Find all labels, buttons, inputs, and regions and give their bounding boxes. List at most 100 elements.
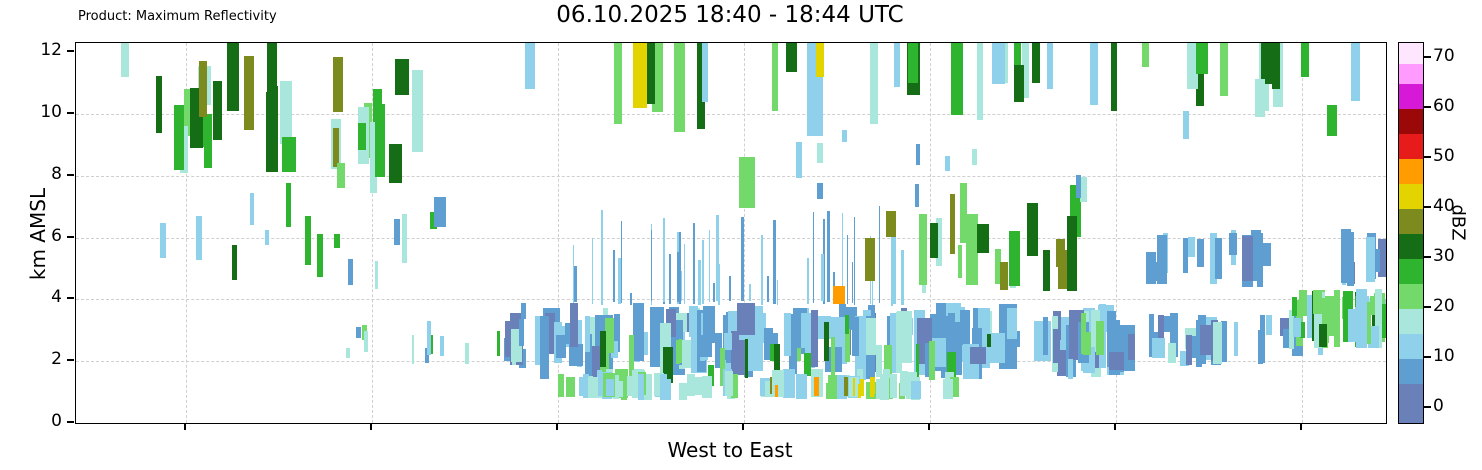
reflectivity-cell: [738, 157, 755, 209]
gridline-vertical: [744, 43, 745, 423]
reflectivity-cell: [681, 340, 691, 369]
reflectivity-cell: [679, 382, 688, 400]
reflectivity-cell: [977, 223, 990, 254]
reflectivity-cell: [637, 374, 644, 400]
reflectivity-cell: [880, 374, 890, 400]
reflectivity-cell: [1265, 315, 1272, 336]
y-tick-mark: [67, 421, 74, 423]
reflectivity-cell: [412, 69, 424, 152]
reflectivity-cell: [895, 311, 902, 374]
reflectivity-cell: [950, 43, 963, 115]
reflectivity-cell: [709, 229, 711, 302]
x-axis-label: West to East: [667, 438, 793, 462]
reflectivity-cell: [669, 307, 680, 371]
colorbar-segment: [1399, 333, 1423, 359]
reflectivity-cell: [683, 244, 685, 305]
reflectivity-cell: [621, 220, 623, 303]
colorbar-segment: [1399, 183, 1423, 209]
reflectivity-cell: [1375, 289, 1383, 348]
reflectivity-cell: [336, 163, 345, 189]
reflectivity-cell: [1008, 230, 1020, 287]
reflectivity-cell: [987, 333, 992, 348]
reflectivity-cell: [212, 80, 222, 140]
x-tick-mark: [370, 423, 372, 430]
reflectivity-cell: [412, 335, 415, 364]
reflectivity-cell: [633, 303, 645, 361]
reflectivity-cell: [1241, 236, 1253, 281]
y-tick-label: 0: [51, 411, 62, 431]
reflectivity-cell: [745, 338, 749, 378]
reflectivity-cell: [860, 379, 865, 397]
y-tick-label: 10: [40, 102, 62, 123]
reflectivity-cell: [195, 216, 202, 261]
reflectivity-cell: [427, 321, 432, 356]
reflectivity-cell: [1042, 317, 1048, 355]
reflectivity-cell: [429, 334, 434, 354]
x-tick-mark: [742, 423, 744, 430]
reflectivity-cell: [852, 317, 860, 356]
reflectivity-cell: [931, 337, 946, 368]
colorbar-tick-mark: [1424, 256, 1431, 258]
reflectivity-cell: [1195, 43, 1204, 106]
reflectivity-cell: [872, 376, 875, 394]
reflectivity-cell: [120, 43, 129, 77]
reflectivity-cell: [1289, 310, 1295, 349]
reflectivity-cell: [519, 319, 525, 346]
reflectivity-cell: [1187, 43, 1199, 89]
colorbar-segment: [1399, 63, 1423, 84]
reflectivity-cell: [901, 249, 905, 305]
reflectivity-cell: [916, 144, 921, 166]
reflectivity-cell: [612, 250, 615, 303]
reflectivity-cell: [535, 315, 541, 366]
reflectivity-cell: [558, 373, 564, 398]
reflectivity-cell: [857, 384, 861, 399]
reflectivity-cell: [348, 258, 354, 285]
reflectivity-cell: [957, 244, 962, 278]
reflectivity-cell: [652, 43, 664, 113]
reflectivity-cell: [1350, 43, 1360, 101]
product-label: Product: Maximum Reflectivity: [78, 9, 277, 24]
reflectivity-cell: [1057, 249, 1069, 289]
reflectivity-cell: [1307, 300, 1313, 318]
colorbar-tick-label: 10: [1433, 346, 1455, 366]
reflectivity-cell: [1067, 215, 1078, 292]
reflectivity-cell: [994, 249, 1001, 284]
reflectivity-cell: [697, 260, 701, 305]
reflectivity-cell: [1196, 239, 1204, 267]
x-tick-mark: [1300, 423, 1302, 430]
gridline-vertical: [372, 43, 373, 423]
reflectivity-cell: [689, 306, 699, 338]
reflectivity-cell: [525, 43, 536, 90]
reflectivity-cell: [775, 384, 779, 398]
reflectivity-cell: [355, 326, 361, 338]
reflectivity-cell: [855, 316, 867, 380]
colorbar: [1398, 42, 1424, 424]
reflectivity-cell: [282, 137, 297, 172]
reflectivity-cell: [820, 253, 824, 302]
reflectivity-cell: [429, 211, 437, 229]
reflectivity-cell: [1151, 338, 1165, 358]
reflectivity-cell: [465, 342, 470, 365]
reflectivity-cell: [770, 376, 773, 394]
reflectivity-cell: [369, 122, 377, 193]
reflectivity-cell: [826, 210, 830, 303]
reflectivity-cell: [250, 192, 255, 225]
y-tick-label: 8: [51, 163, 62, 184]
reflectivity-cell: [1255, 78, 1265, 118]
reflectivity-cell: [812, 212, 814, 303]
reflectivity-cell: [1233, 321, 1238, 357]
reflectivity-cell: [584, 334, 592, 378]
reflectivity-cell: [915, 183, 919, 207]
y-tick-mark: [67, 50, 74, 53]
reflectivity-cell: [1356, 289, 1368, 348]
reflectivity-cell: [712, 282, 715, 303]
reflectivity-cell: [1079, 177, 1087, 202]
reflectivity-cell: [1185, 334, 1192, 366]
gridline-vertical: [1116, 43, 1117, 423]
colorbar-segment: [1399, 133, 1423, 159]
reflectivity-cell: [663, 218, 666, 303]
reflectivity-cell: [1195, 43, 1208, 74]
reflectivity-cell: [1110, 318, 1116, 367]
plot-area: [75, 42, 1387, 424]
reflectivity-cell: [1292, 297, 1298, 317]
